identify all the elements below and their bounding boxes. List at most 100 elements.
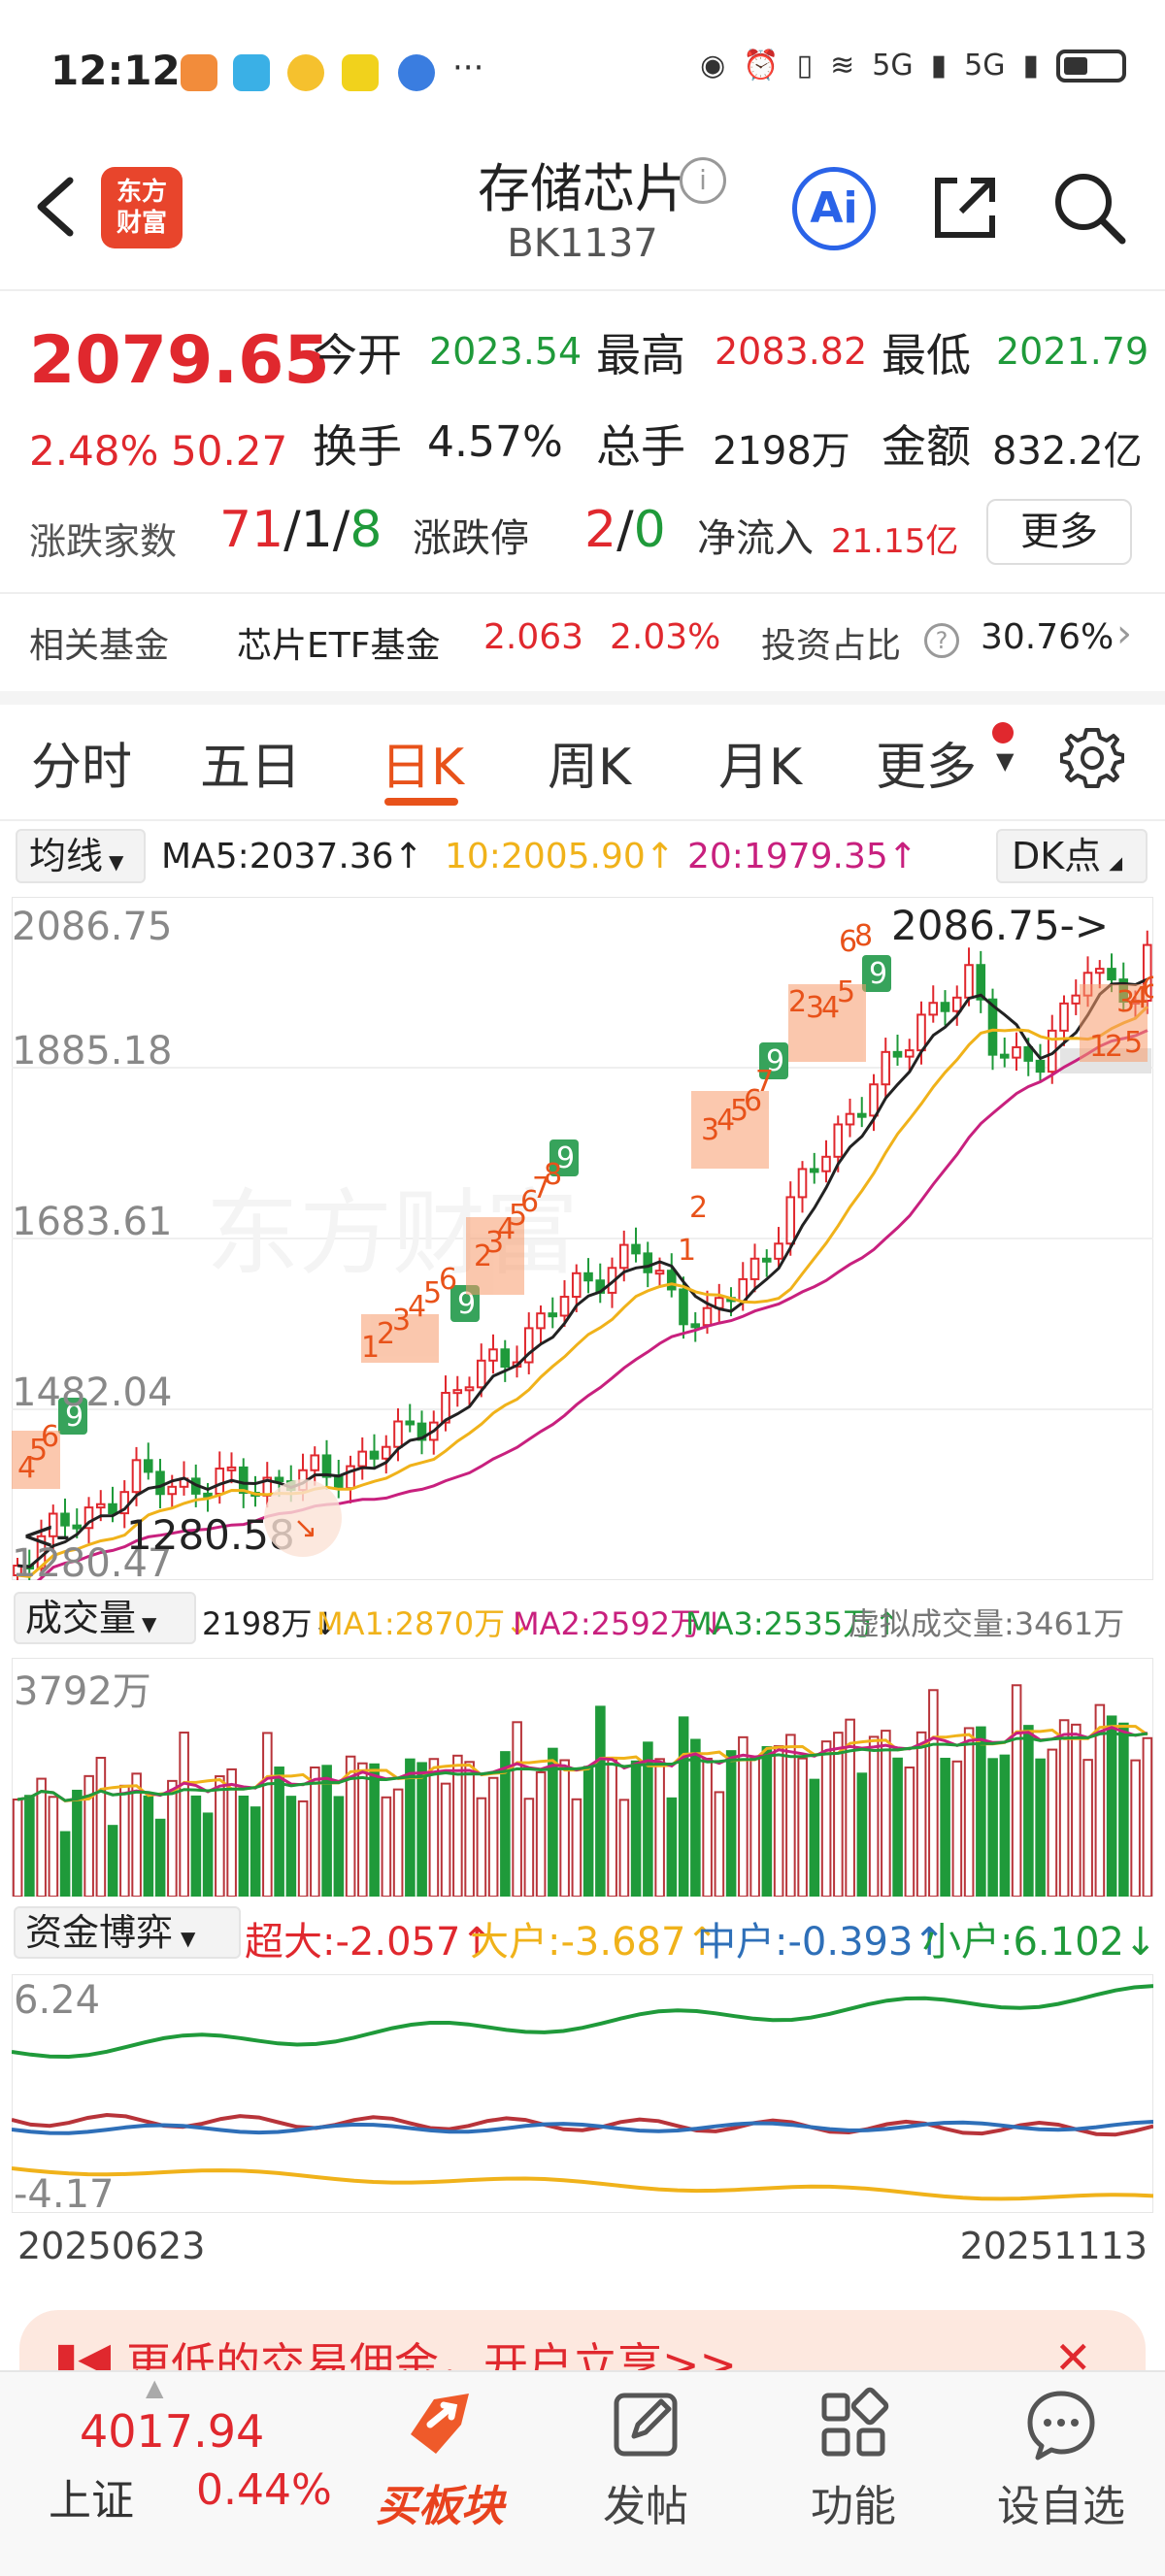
breadth-flat: 1 (300, 501, 333, 559)
volume-bar (951, 1760, 963, 1897)
volume-ma3-legend: MA3:2535万↑ (685, 1605, 900, 1642)
candle (333, 1475, 344, 1490)
svg-text:2: 2 (788, 985, 807, 1019)
header-divider (0, 289, 1165, 291)
indicator-select[interactable]: 均线 ▼ (16, 829, 146, 883)
index-expand-icon[interactable]: ▲ (146, 2374, 164, 2401)
volume-bar (548, 1747, 558, 1897)
bottom-nav (0, 2370, 1165, 2576)
candle (108, 1503, 117, 1515)
settings-icon[interactable] (1060, 726, 1124, 790)
notification-dot (992, 722, 1014, 743)
info-icon[interactable]: i (680, 157, 726, 204)
candle (869, 1083, 879, 1117)
limit-label: 涨跌停 (413, 516, 529, 561)
tab-five-day[interactable]: 五日 (200, 739, 302, 797)
candle (321, 1454, 332, 1478)
notification-pinwheel-icon (287, 54, 324, 91)
candle (916, 1013, 926, 1052)
tab-weekly-k[interactable]: 周K (548, 739, 632, 797)
volume-bar (333, 1796, 345, 1897)
wifi-icon: ≋ (830, 49, 855, 83)
index-change[interactable]: 0.44% (196, 2465, 332, 2515)
fund-flow-chart[interactable]: 6.24 -4.17 (12, 1974, 1153, 2213)
volume-bar (405, 1758, 416, 1897)
add-watchlist-button[interactable]: 设自选 (979, 2378, 1144, 2543)
candle (1107, 968, 1116, 981)
svg-text:3: 3 (392, 1304, 411, 1338)
svg-text:4: 4 (821, 991, 840, 1025)
volume-select-label: 成交量 (25, 1597, 137, 1639)
candle (856, 1112, 867, 1118)
candle (274, 1476, 284, 1483)
candle (821, 1155, 831, 1172)
dk-point-label: DK点 (1012, 835, 1102, 877)
candle (987, 998, 998, 1056)
volume-bar (904, 1767, 915, 1897)
volume-label: 总手 (596, 420, 685, 473)
features-button[interactable]: 功能 (771, 2378, 936, 2543)
amount-value: 832.2亿 (992, 429, 1143, 474)
notification-planet-icon (398, 54, 435, 91)
ai-icon[interactable]: Ai (792, 167, 876, 250)
svg-text:6: 6 (41, 1420, 59, 1454)
candle (119, 1491, 130, 1515)
flow-indicator-select[interactable]: 资金博弈 ▼ (14, 1906, 241, 1959)
volume-bar (714, 1791, 725, 1897)
candle (666, 1270, 677, 1291)
y-axis-label: 1683.61 (12, 1200, 172, 1244)
help-icon[interactable]: ? (924, 623, 959, 658)
volume-bar (928, 1689, 939, 1897)
nine-signal-marker (549, 1139, 579, 1176)
volume-bar (773, 1745, 784, 1897)
volume-bar (190, 1795, 202, 1897)
high-label: 最高 (596, 329, 685, 381)
volume-bar (285, 1796, 297, 1897)
fund-name[interactable]: 芯片ETF基金 (237, 626, 441, 666)
svg-text:5: 5 (837, 975, 855, 1009)
candle (1094, 968, 1105, 974)
volume-bar (559, 1759, 570, 1897)
post-button[interactable]: 发帖 (563, 2378, 728, 2543)
volume-bar (262, 1732, 273, 1897)
volume-y-label: 3792万 (14, 1669, 151, 1714)
tab-daily-k[interactable]: 日K (381, 739, 465, 797)
candle (500, 1348, 511, 1369)
index-name[interactable]: 上证 (49, 2476, 134, 2526)
dk-point-badge[interactable] (264, 1479, 342, 1557)
volume-bar (582, 1766, 594, 1897)
volume-ma3-line (17, 1731, 1148, 1802)
svg-text:2: 2 (377, 1317, 395, 1351)
indicator-select-label: 均线 (29, 835, 104, 877)
candle (215, 1468, 225, 1495)
buy-sector-button[interactable]: 买板块 (357, 2378, 522, 2543)
tab-intraday[interactable]: 分时 (31, 739, 133, 797)
tab-monthly-k[interactable]: 月K (718, 739, 803, 797)
notification-app-icon (181, 54, 217, 91)
index-value[interactable]: 4017.94 (80, 2405, 265, 2458)
volume-bar (321, 1765, 332, 1897)
volume-chart[interactable]: 3792万 (12, 1658, 1153, 1897)
search-icon[interactable] (1050, 169, 1128, 247)
candle (1012, 1045, 1021, 1059)
tab-more[interactable]: 更多 (876, 739, 978, 797)
dk-point-button[interactable]: DK点 ◢ (996, 829, 1148, 883)
more-quote-button[interactable]: 更多 (986, 499, 1132, 565)
volume-bar (416, 1762, 427, 1897)
amount-label: 金额 (882, 420, 971, 473)
signal-5g-2: 5G (964, 49, 1006, 83)
change-amount: 50.27 (171, 427, 288, 475)
chevron-right-icon[interactable]: › (1116, 611, 1132, 656)
open-label: 今开 (313, 329, 402, 381)
volume-bar (690, 1738, 701, 1897)
volume-indicator-select[interactable]: 成交量 ▼ (14, 1592, 196, 1644)
share-icon[interactable] (928, 171, 1002, 245)
volume-bar (963, 1727, 975, 1897)
back-icon[interactable] (27, 163, 85, 250)
candle (999, 1053, 1010, 1059)
current-price: 2079.65 (29, 322, 330, 399)
y-axis-label: 1482.04 (12, 1371, 172, 1415)
end-date: 20251113 (959, 2225, 1148, 2267)
